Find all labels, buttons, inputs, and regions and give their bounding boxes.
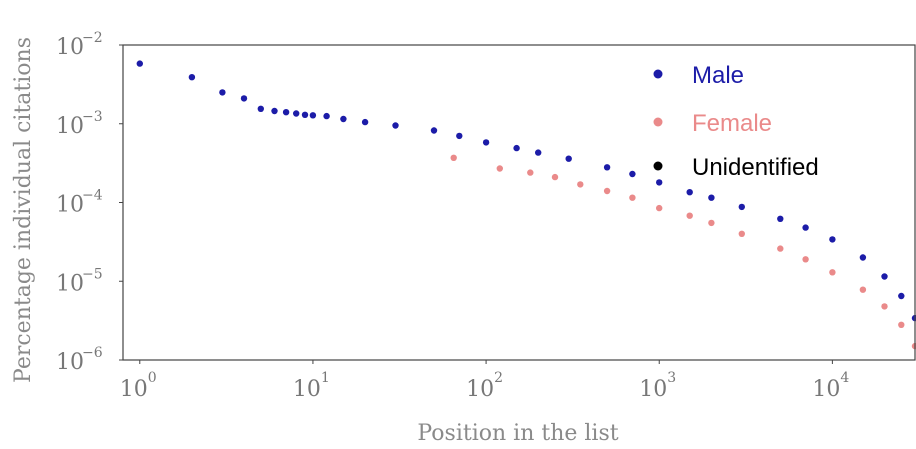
- female-point-3: [551, 173, 559, 181]
- female-point-14: [859, 286, 867, 293]
- male-series: [136, 60, 916, 322]
- female-point-0: [450, 154, 457, 161]
- legend-label-unidentified: Unidentified: [692, 154, 819, 181]
- x-axis-label: Position in the list: [417, 421, 618, 446]
- x-tick-base-2: 10: [466, 377, 494, 402]
- male-point-18: [535, 149, 542, 156]
- male-point-30: [881, 273, 888, 280]
- male-point-4: [257, 105, 264, 113]
- male-point-11: [340, 115, 347, 123]
- male-point-25: [738, 203, 745, 211]
- female-point-1: [496, 165, 503, 172]
- legend-label-female: Female: [692, 110, 772, 137]
- male-point-14: [430, 127, 438, 134]
- female-point-11: [777, 245, 784, 252]
- female-point-12: [802, 256, 809, 263]
- male-point-29: [859, 254, 867, 261]
- y-tick-exp-2: −4: [82, 188, 103, 204]
- male-point-31: [898, 292, 905, 300]
- male-point-19: [565, 155, 572, 162]
- female-point-13: [829, 269, 836, 276]
- x-tick-base-1: 10: [293, 377, 321, 402]
- y-axis-label: Percentage individual citations: [11, 37, 36, 383]
- male-point-2: [219, 89, 226, 96]
- male-point-1: [188, 74, 196, 81]
- male-point-13: [392, 122, 399, 129]
- x-tick-exp-3: 3: [667, 370, 676, 386]
- male-point-21: [629, 170, 636, 178]
- male-point-28: [829, 236, 836, 243]
- male-point-23: [686, 189, 693, 196]
- male-point-0: [136, 60, 143, 67]
- x-tick-exp-2: 2: [494, 370, 503, 386]
- legend-marker-female: [653, 117, 663, 127]
- x-tick-base-4: 10: [812, 377, 840, 402]
- male-point-26: [777, 215, 784, 222]
- male-point-24: [708, 194, 715, 201]
- female-point-16: [898, 321, 905, 328]
- female-point-8: [686, 212, 693, 219]
- y-tick-base-1: 10: [56, 114, 84, 139]
- y-tick-exp-4: −6: [82, 345, 103, 361]
- x-axis-ticks: 10 0 10 1 10 2 10 3 10 4: [120, 360, 849, 402]
- male-point-6: [282, 109, 290, 116]
- female-point-10: [738, 230, 745, 237]
- y-tick-exp-1: −3: [82, 109, 103, 125]
- female-point-15: [881, 303, 888, 310]
- female-series: [450, 154, 916, 350]
- y-tick-base-0: 10: [56, 35, 84, 60]
- y-axis-ticks: 10−210−310−410−510−6: [56, 30, 123, 375]
- x-tick-base-3: 10: [639, 377, 667, 402]
- female-point-4: [577, 181, 584, 188]
- legend-marker-unidentified: [653, 161, 663, 171]
- x-tick-base-0: 10: [120, 377, 148, 402]
- y-tick-exp-3: −5: [82, 266, 103, 282]
- legend-marker-male: [653, 69, 663, 79]
- male-point-22: [656, 179, 663, 186]
- male-point-15: [456, 132, 463, 140]
- x-tick-exp-1: 1: [321, 370, 330, 386]
- female-point-9: [708, 219, 715, 227]
- y-tick-base-4: 10: [56, 350, 84, 375]
- male-point-8: [301, 111, 309, 119]
- x-tick-exp-0: 0: [148, 370, 157, 386]
- legend: Male Female Unidentified: [653, 62, 819, 181]
- male-point-17: [513, 144, 520, 152]
- male-point-7: [293, 110, 300, 117]
- male-point-20: [603, 164, 611, 171]
- legend-label-male: Male: [692, 62, 744, 89]
- y-tick-base-3: 10: [56, 271, 84, 296]
- male-point-5: [271, 107, 278, 115]
- male-point-16: [482, 139, 490, 146]
- male-point-27: [802, 224, 809, 231]
- male-point-10: [323, 112, 330, 120]
- female-point-6: [629, 194, 636, 201]
- female-point-2: [527, 169, 534, 176]
- male-point-12: [361, 118, 369, 126]
- y-tick-exp-0: −2: [82, 30, 103, 46]
- female-point-5: [603, 187, 611, 195]
- male-point-9: [309, 112, 317, 119]
- x-tick-exp-4: 4: [840, 370, 849, 386]
- plot-frame: [122, 44, 916, 361]
- y-tick-base-2: 10: [56, 193, 84, 218]
- male-point-3: [240, 95, 248, 102]
- female-point-7: [656, 204, 663, 212]
